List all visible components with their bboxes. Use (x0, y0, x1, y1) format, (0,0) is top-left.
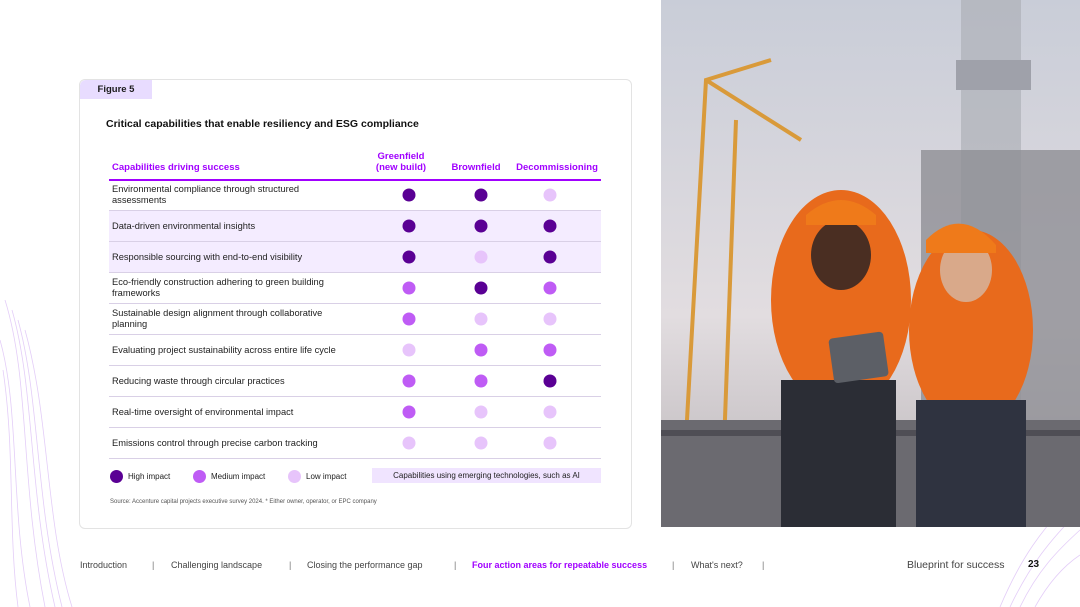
low-impact-dot-icon (474, 436, 488, 450)
capability-label: Reducing waste through circular practice… (112, 375, 285, 386)
high-impact-dot-icon (474, 281, 488, 295)
capability-label: Responsible sourcing with end-to-end vis… (112, 251, 303, 262)
nav-introduction[interactable]: Introduction (80, 560, 128, 570)
column-header-brownfield: Brownfield (451, 162, 501, 173)
figure-label: Figure 5 (80, 80, 152, 99)
low-impact-dot-icon (402, 343, 416, 357)
table-row: Sustainable design alignment through col… (109, 304, 601, 335)
nav-challenging-landscape[interactable]: Challenging landscape (171, 560, 263, 570)
legend-emerging: Capabilities using emerging technologies… (372, 468, 601, 483)
legend-medium: Medium impact (193, 468, 265, 484)
table-row: Eco-friendly construction adhering to gr… (109, 273, 601, 304)
nav-separator: | (289, 560, 292, 570)
low-impact-dot-icon (288, 469, 301, 483)
capability-label: Evaluating project sustainability across… (112, 344, 336, 355)
table-row: Real-time oversight of environmental imp… (109, 397, 601, 428)
table-body: Environmental compliance through structu… (109, 180, 601, 459)
high-impact-dot-icon (543, 374, 557, 388)
low-impact-dot-icon (474, 250, 488, 264)
low-impact-dot-icon (543, 436, 557, 450)
brand-title: Blueprint for success (907, 559, 1005, 571)
source-note: Source: Accenture capital projects execu… (110, 499, 377, 505)
high-impact-dot-icon (402, 250, 416, 264)
high-impact-dot-icon (543, 219, 557, 233)
capability-label: Data-driven environmental insights (112, 220, 256, 231)
high-impact-dot-icon (543, 250, 557, 264)
capability-label: Sustainable design alignment through col… (112, 308, 323, 329)
low-impact-dot-icon (543, 405, 557, 419)
column-header-greenfield: Greenfield (new build) (375, 151, 427, 173)
medium-impact-dot-icon (402, 312, 416, 326)
medium-impact-dot-icon (402, 374, 416, 388)
low-impact-dot-icon (474, 312, 488, 326)
table-row: Emissions control through precise carbon… (109, 428, 601, 459)
table-row: Evaluating project sustainability across… (109, 335, 601, 366)
page-number: 23 (1028, 559, 1040, 570)
capability-label: Real-time oversight of environmental imp… (112, 406, 294, 417)
decorative-lines-left (0, 300, 73, 607)
low-impact-dot-icon (474, 405, 488, 419)
high-impact-dot-icon (402, 188, 416, 202)
medium-impact-dot-icon (474, 343, 488, 357)
legend-low-label: Low impact (306, 471, 347, 481)
legend: High impact Medium impact Low impact Cap… (110, 468, 601, 484)
table-row: Environmental compliance through structu… (109, 180, 601, 211)
low-impact-dot-icon (543, 312, 557, 326)
column-header-capabilities: Capabilities driving success (112, 162, 240, 173)
nav-whats-next[interactable]: What's next? (691, 560, 743, 570)
medium-impact-dot-icon (543, 281, 557, 295)
medium-impact-dot-icon (543, 343, 557, 357)
table-header: Capabilities driving success Greenfield … (109, 150, 601, 181)
low-impact-dot-icon (402, 436, 416, 450)
column-header-decommissioning: Decommissioning (516, 162, 598, 173)
legend-high: High impact (110, 468, 170, 484)
nav-separator: | (454, 560, 457, 570)
high-impact-dot-icon (474, 188, 488, 202)
medium-impact-dot-icon (402, 405, 416, 419)
nav-closing-gap[interactable]: Closing the performance gap (307, 560, 423, 570)
capability-label: Emissions control through precise carbon… (112, 437, 318, 448)
nav-separator: | (672, 560, 675, 570)
table-row: Data-driven environmental insights (109, 211, 601, 242)
table-row: Responsible sourcing with end-to-end vis… (109, 242, 601, 273)
workers-photo (661, 0, 1080, 527)
legend-medium-label: Medium impact (211, 471, 266, 481)
legend-low: Low impact (288, 468, 346, 484)
medium-impact-dot-icon (193, 469, 206, 483)
table-row: Reducing waste through circular practice… (109, 366, 601, 397)
medium-impact-dot-icon (402, 281, 416, 295)
nav-separator: | (762, 560, 765, 570)
high-impact-dot-icon (402, 219, 416, 233)
high-impact-dot-icon (110, 469, 123, 483)
figure-card: Figure 5 Critical capabilities that enab… (79, 79, 632, 529)
figure-title: Critical capabilities that enable resili… (106, 118, 419, 130)
capability-label: Eco-friendly construction adhering to gr… (112, 277, 324, 298)
capability-label: Environmental compliance through structu… (112, 184, 300, 205)
low-impact-dot-icon (543, 188, 557, 202)
nav-separator: | (152, 560, 155, 570)
high-impact-dot-icon (474, 219, 488, 233)
medium-impact-dot-icon (474, 374, 488, 388)
nav-four-action-areas[interactable]: Four action areas for repeatable success (472, 560, 648, 570)
legend-high-label: High impact (128, 471, 171, 481)
